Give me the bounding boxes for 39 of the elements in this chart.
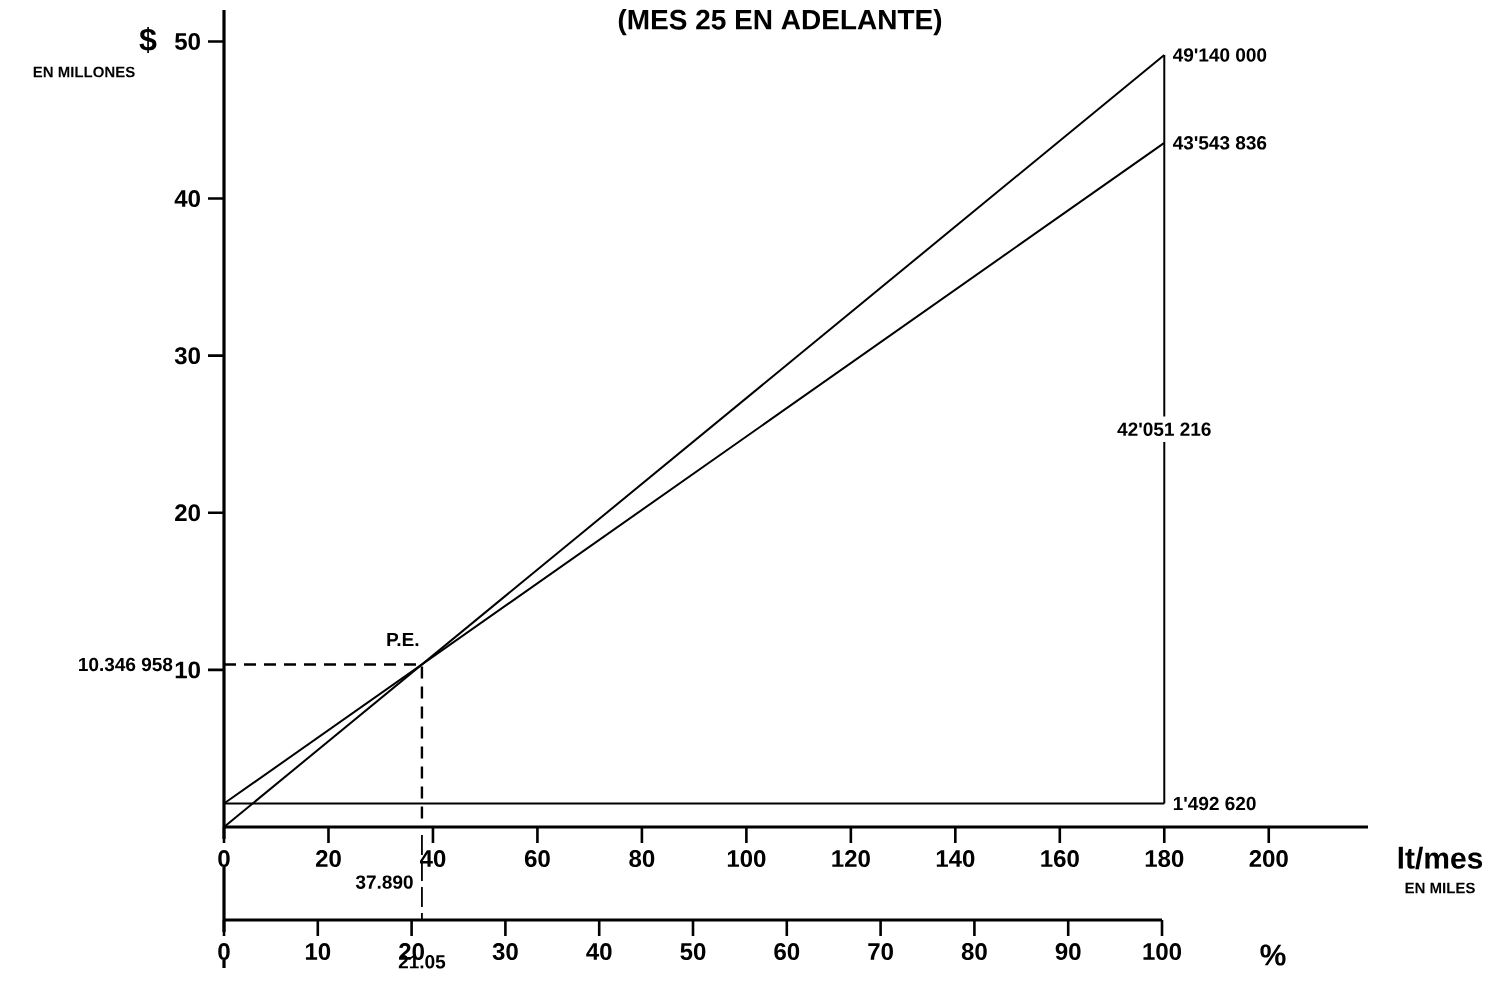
y-tick-label: 50 — [174, 32, 200, 50]
x2-tick-label: 100 — [1143, 943, 1182, 961]
x-tick-label: 120 — [832, 850, 870, 868]
x-tick-label: 180 — [1145, 850, 1184, 868]
annotation: 49'140 000 — [1172, 48, 1267, 62]
x2-tick-label: 10 — [305, 943, 331, 961]
text: EN MILES — [1405, 882, 1475, 894]
y-tick-label: 40 — [174, 190, 200, 208]
x-tick-label: 100 — [727, 850, 766, 868]
x-tick-label: 80 — [629, 850, 655, 868]
text: 10.346 958 — [79, 657, 173, 672]
annotation: 43'543 836 — [1172, 136, 1267, 150]
x2-tick-label: 70 — [868, 943, 893, 961]
x2-tick-label: 80 — [961, 943, 987, 961]
x2-tick-label: 50 — [680, 943, 706, 961]
x2-tick-label: 0 — [218, 943, 230, 961]
y-axis-title: $ — [139, 26, 157, 54]
x-tick-label: 140 — [936, 850, 975, 868]
text: EN MILLONES — [33, 66, 135, 78]
annotation: 1'492 620 — [1173, 796, 1256, 811]
x2-axis-title: % — [1260, 944, 1286, 966]
x2-tick-label: 60 — [774, 943, 800, 961]
x2-tick-label: 90 — [1055, 943, 1081, 961]
y-tick-label: 20 — [175, 504, 200, 522]
x-tick-label: 20 — [315, 850, 341, 868]
x2-tick-label: 30 — [492, 943, 518, 961]
x-tick-label: 0 — [218, 850, 230, 868]
chart-title: (MES 25 EN ADELANTE) — [618, 9, 942, 36]
text: 37.890 — [355, 875, 413, 889]
x-tick-label: 160 — [1041, 850, 1079, 868]
y-tick-label: 10 — [175, 661, 200, 679]
annotation: 42'051 216 — [1117, 422, 1211, 436]
x-axis-title: lt/mes — [1398, 846, 1483, 870]
x-tick-label: 200 — [1249, 850, 1288, 868]
x-tick-label: 60 — [524, 850, 550, 868]
annotation: P.E. — [387, 632, 419, 647]
y-tick-label: 30 — [174, 347, 200, 365]
x2-tick-label: 40 — [586, 943, 612, 961]
x-tick-label: 40 — [419, 850, 446, 868]
